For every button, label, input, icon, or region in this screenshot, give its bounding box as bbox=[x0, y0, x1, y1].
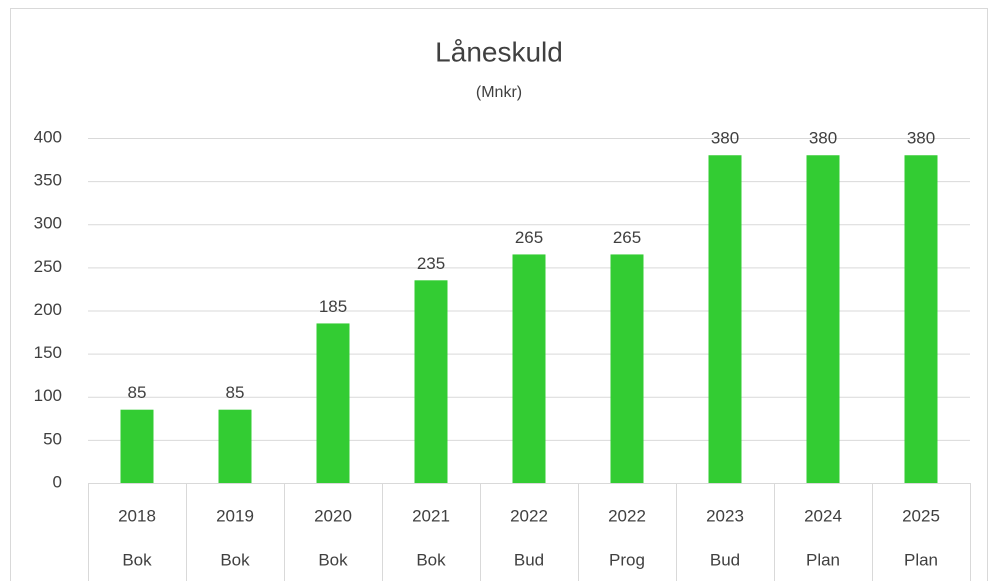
data-label: 235 bbox=[417, 254, 445, 273]
y-tick-label: 350 bbox=[34, 171, 62, 190]
y-tick-label: 200 bbox=[34, 300, 62, 319]
bar bbox=[904, 155, 938, 483]
bar bbox=[218, 409, 252, 483]
bar bbox=[414, 280, 448, 483]
x-tick-sublabel: Bok bbox=[122, 550, 152, 569]
x-tick-sublabel: Bok bbox=[318, 550, 348, 569]
x-tick-sublabel: Plan bbox=[904, 550, 938, 569]
x-tick-label: 2020 bbox=[314, 506, 352, 525]
data-label: 265 bbox=[515, 228, 543, 247]
chart-title: Låneskuld bbox=[435, 36, 563, 67]
chart-subtitle: (Mnkr) bbox=[476, 84, 522, 101]
x-tick-sublabel: Bok bbox=[416, 550, 446, 569]
x-tick-label: 2019 bbox=[216, 506, 254, 525]
bar bbox=[708, 155, 742, 483]
bar bbox=[610, 254, 644, 483]
y-tick-label: 400 bbox=[34, 127, 62, 146]
x-tick-sublabel: Plan bbox=[806, 550, 840, 569]
bar bbox=[806, 155, 840, 483]
data-label: 185 bbox=[319, 297, 347, 316]
y-tick-label: 0 bbox=[53, 472, 62, 491]
bar bbox=[316, 323, 350, 483]
data-label: 85 bbox=[128, 383, 147, 402]
y-tick-label: 100 bbox=[34, 386, 62, 405]
x-tick-sublabel: Bok bbox=[220, 550, 250, 569]
data-label: 380 bbox=[809, 129, 837, 148]
x-tick-label: 2023 bbox=[706, 506, 744, 525]
data-label: 380 bbox=[907, 129, 935, 148]
bar bbox=[512, 254, 546, 483]
x-tick-sublabel: Prog bbox=[609, 550, 645, 569]
y-tick-label: 300 bbox=[34, 214, 62, 233]
x-tick-label: 2022 bbox=[608, 506, 646, 525]
data-label: 85 bbox=[226, 383, 245, 402]
x-tick-label: 2025 bbox=[902, 506, 940, 525]
x-tick-label: 2024 bbox=[804, 506, 842, 525]
data-label: 265 bbox=[613, 228, 641, 247]
x-tick-sublabel: Bud bbox=[514, 550, 544, 569]
x-tick-label: 2018 bbox=[118, 506, 156, 525]
data-label: 380 bbox=[711, 129, 739, 148]
x-tick-label: 2022 bbox=[510, 506, 548, 525]
x-tick-sublabel: Bud bbox=[710, 550, 740, 569]
y-tick-label: 50 bbox=[43, 429, 62, 448]
y-tick-label: 150 bbox=[34, 343, 62, 362]
x-tick-label: 2021 bbox=[412, 506, 450, 525]
bar bbox=[120, 409, 154, 483]
y-tick-label: 250 bbox=[34, 257, 62, 276]
